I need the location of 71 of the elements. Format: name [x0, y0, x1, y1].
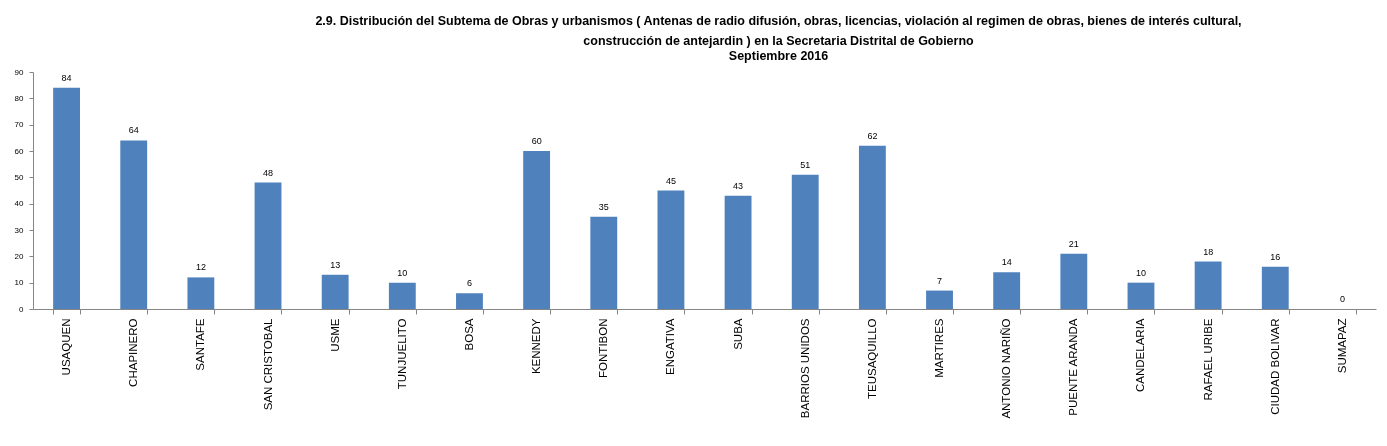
data-label: 35	[598, 201, 609, 212]
bar	[858, 145, 886, 309]
data-label: 14	[1001, 257, 1012, 268]
x-tick-label: SANTAFE	[194, 318, 207, 371]
x-tick-label: BOSA	[462, 318, 475, 351]
x-tick-label: PUENTE ARANDA	[1067, 318, 1080, 416]
bar	[1194, 261, 1222, 309]
bar	[993, 272, 1021, 309]
x-tick-label: MARTIRES	[933, 318, 946, 378]
data-label: 84	[61, 72, 72, 83]
x-tick-label: USME	[328, 318, 341, 352]
bar	[523, 151, 551, 309]
chart-subtitle: Septiembre 2016	[728, 48, 829, 63]
data-label: 43	[733, 180, 744, 191]
x-tick-label: ANTONIO NARIÑO	[1000, 318, 1013, 419]
data-label: 45	[665, 175, 676, 186]
bar	[1127, 282, 1155, 309]
bar	[388, 282, 416, 309]
y-tick-label: 0	[19, 304, 25, 314]
data-label: 60	[531, 136, 542, 146]
y-tick-label: 60	[14, 146, 25, 156]
chart-title: 2.9. Distribución del Subtema de Obras y urbanismos ( Antenas de radio difusión, obras, licencias, violación al regimen de obras, bienes de interés cultural, construcción de antejardin ) en la Secretaria Distrital de Gobierno	[315, 14, 1242, 48]
data-label: 21	[1068, 238, 1079, 249]
bar	[187, 277, 215, 309]
data-label: 13	[330, 259, 341, 270]
data-label: 51	[800, 159, 811, 170]
bar	[1060, 253, 1088, 309]
x-tick-label: ENGATIVA	[664, 318, 677, 375]
bar	[254, 182, 282, 309]
data-label: 10	[397, 267, 408, 278]
data-label: 10	[1135, 267, 1146, 278]
x-tick-label: FONTIBON	[597, 318, 610, 378]
bar	[724, 195, 752, 309]
x-tick-label: RAFAEL URIBE	[1201, 318, 1214, 401]
y-tick-label: 90	[14, 67, 25, 77]
y-tick-label: 70	[14, 120, 25, 130]
data-label: 0	[1339, 294, 1345, 304]
x-tick-label: KENNEDY	[530, 318, 543, 375]
bar	[791, 174, 819, 309]
x-tick-label: SUBA	[731, 318, 744, 350]
x-tick-label: USAQUEN	[60, 318, 73, 376]
x-tick-label: BARRIOS UNIDOS	[798, 318, 811, 419]
data-label: 62	[867, 130, 878, 141]
x-tick-label: SUMAPAZ	[1335, 318, 1348, 374]
bar	[590, 216, 618, 309]
bar	[321, 274, 349, 309]
y-tick-label: 30	[14, 225, 25, 235]
data-label: 6	[466, 278, 472, 289]
bar	[53, 87, 80, 309]
data-label: 64	[128, 125, 139, 136]
bar	[456, 293, 483, 309]
data-label: 48	[263, 167, 274, 178]
y-tick-label: 10	[14, 278, 25, 288]
x-tick-label: CHAPINERO	[127, 318, 140, 387]
y-tick-label: 20	[14, 251, 25, 261]
x-tick-label: SAN CRISTOBAL	[261, 317, 274, 411]
data-label: 18	[1203, 246, 1214, 257]
bar	[1261, 266, 1289, 309]
y-tick-label: 40	[14, 199, 25, 209]
bar	[657, 190, 685, 309]
bar	[120, 140, 148, 309]
bar	[926, 290, 953, 309]
x-tick-label: CANDELARIA	[1134, 318, 1147, 392]
data-label: 16	[1270, 251, 1281, 262]
data-label: 12	[195, 262, 206, 273]
x-tick-label: TEUSAQUILLO	[865, 318, 878, 400]
data-label: 7	[937, 275, 943, 286]
y-tick-label: 80	[14, 93, 25, 103]
x-tick-label: TUNJUELITO	[395, 318, 408, 390]
x-tick-label: CIUDAD BOLIVAR	[1268, 318, 1281, 415]
y-tick-label: 50	[14, 172, 25, 182]
